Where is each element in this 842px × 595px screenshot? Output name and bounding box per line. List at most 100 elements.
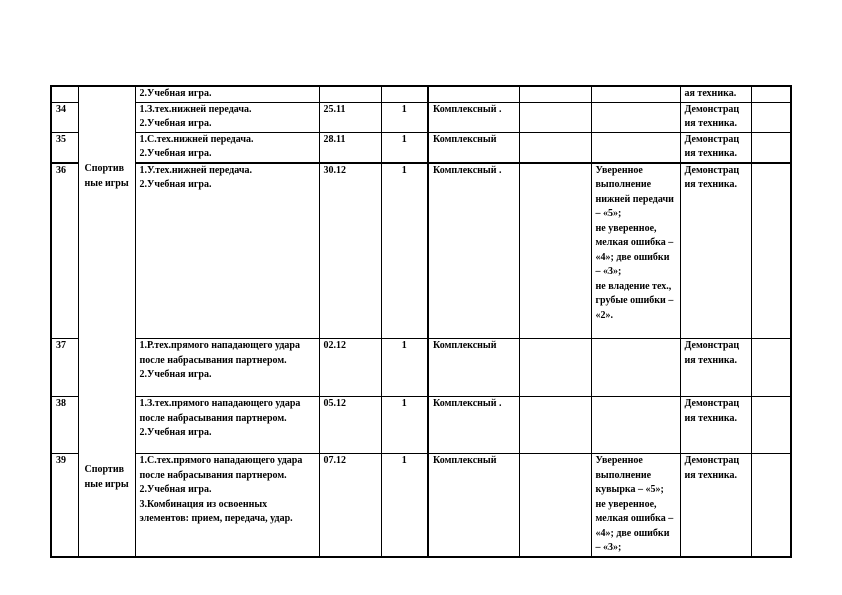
cell-content: 1.С.тех.нижней передача. 2.Учебная игра. <box>134 131 320 163</box>
cell-type: Комплексный . <box>427 161 520 339</box>
table-row: 37 1.Р.тех.прямого нападающего удара посл… <box>50 338 792 397</box>
cell-type: Комплексный . <box>427 101 520 133</box>
type-text: Комплексный . <box>433 164 502 176</box>
cell-date: 07.12 <box>318 453 382 557</box>
cell-criteria <box>590 131 681 163</box>
cell-content: 1.З.тех.нижней передача. 2.Учебная игра. <box>134 101 320 133</box>
criteria-text: Уверенное выполнение кувырка – «5»; не у… <box>595 455 674 553</box>
cell-date <box>318 85 382 103</box>
cell-num: 37 <box>50 338 79 397</box>
method-text: Демонстрац ия техника. <box>684 455 742 481</box>
cell-hours: 1 <box>380 453 429 557</box>
cell-date: 25.11 <box>318 101 382 133</box>
cell-method: Демонстрац ия техника. <box>679 453 752 557</box>
cell-extra <box>518 131 592 163</box>
cell-hours <box>380 85 429 103</box>
cell-type: Комплексный <box>427 453 520 557</box>
cell-num: 36 <box>50 161 79 339</box>
cell-extra <box>518 453 592 557</box>
criteria-text: Уверенное выполнение нижней передачи – «… <box>595 164 674 321</box>
cell-note <box>750 161 792 339</box>
cell-type: Комплексный . <box>427 396 520 454</box>
topic-cell: Спортив ные игры Спортив ные игры <box>77 85 136 557</box>
hours-text: 1 <box>401 133 407 145</box>
cell-criteria <box>590 338 681 397</box>
cell-criteria: Уверенное выполнение кувырка – «5»; не у… <box>590 453 681 557</box>
cell-note <box>750 131 792 163</box>
content-text: 1.З.тех.нижней передача. 2.Учебная игра. <box>139 103 252 130</box>
cell-type: Комплексный <box>427 338 520 397</box>
method-text: Демонстрац ия техника. <box>684 340 742 366</box>
method-text: Демонстрац ия техника. <box>684 164 742 191</box>
cell-criteria <box>590 85 681 103</box>
type-text: Комплексный <box>433 133 497 145</box>
topic-label: Спортив ные игры <box>84 464 129 490</box>
content-text: 2.Учебная игра. <box>139 88 212 99</box>
type-text: Комплексный <box>433 340 497 351</box>
cell-method: Демонстрац ия техника. <box>679 131 752 163</box>
cell-criteria <box>590 101 681 133</box>
cell-date: 28.11 <box>318 131 382 163</box>
cell-hours: 1 <box>380 396 429 454</box>
cell-content: 1.У.тех.нижней передача. 2.Учебная игра. <box>134 161 320 339</box>
type-text: Комплексный <box>433 455 497 466</box>
cell-extra <box>518 85 592 103</box>
topic-label: Спортив ные игры <box>84 163 129 189</box>
hours-text: 1 <box>401 103 407 115</box>
cell-method: Демонстрац ия техника. <box>679 396 752 454</box>
cell-hours: 1 <box>380 131 429 163</box>
table-row: 35 1.С.тех.нижней передача. 2.Учебная игр… <box>50 131 792 163</box>
cell-num <box>50 85 79 103</box>
method-text: Демонстрац ия техника. <box>684 398 742 424</box>
cell-num: 38 <box>50 396 79 454</box>
num-text: 39 <box>56 455 66 466</box>
cell-num: 34 <box>50 101 79 133</box>
num-text: 35 <box>56 133 66 145</box>
cell-date: 05.12 <box>318 396 382 454</box>
content-text: 1.С.тех.прямого нападающего удара после … <box>139 455 303 524</box>
content-text: 1.У.тех.нижней передача. 2.Учебная игра. <box>139 164 252 191</box>
date-text: 05.12 <box>323 398 347 409</box>
method-text: Демонстрац ия техника. <box>684 133 742 160</box>
cell-hours: 1 <box>380 338 429 397</box>
hours-text: 1 <box>401 340 407 351</box>
table-row: Спортив ные игры Спортив ные игры 2.Учебна… <box>50 85 792 557</box>
cell-hours: 1 <box>380 101 429 133</box>
table-row: 39 1.С.тех.прямого нападающего удара посл… <box>50 453 792 557</box>
date-text: 28.11 <box>323 133 346 145</box>
date-text: 25.11 <box>323 103 346 115</box>
content-text: 1.С.тех.нижней передача. 2.Учебная игра. <box>139 133 254 160</box>
date-text: 30.12 <box>323 164 347 176</box>
cell-date: 02.12 <box>318 338 382 397</box>
cell-method: ая техника. <box>679 85 752 103</box>
date-text: 07.12 <box>323 455 347 466</box>
content-text: 1.З.тех.прямого нападающего удара после … <box>139 398 301 438</box>
cell-criteria: Уверенное выполнение нижней передачи – «… <box>590 161 681 339</box>
cell-method: Демонстрац ия техника. <box>679 338 752 397</box>
cell-hours: 1 <box>380 161 429 339</box>
hours-text: 1 <box>401 455 407 466</box>
type-text: Комплексный . <box>433 103 502 115</box>
cell-note <box>750 85 792 103</box>
table-row: 34 1.З.тех.нижней передача. 2.Учебная игр… <box>50 101 792 133</box>
num-text: 37 <box>56 340 66 351</box>
cell-method: Демонстрац ия техника. <box>679 161 752 339</box>
hours-text: 1 <box>401 398 407 409</box>
cell-type <box>427 85 520 103</box>
hours-text: 1 <box>401 164 407 176</box>
cell-type: Комплексный <box>427 131 520 163</box>
table-row: 38 1.З.тех.прямого нападающего удара посл… <box>50 396 792 454</box>
method-text: Демонстрац ия техника. <box>684 103 742 130</box>
num-text: 34 <box>56 103 66 115</box>
cell-extra <box>518 161 592 339</box>
cell-content: 1.З.тех.прямого нападающего удара после … <box>134 396 320 454</box>
cell-criteria <box>590 396 681 454</box>
lesson-plan-table: Спортив ные игры Спортив ные игры 2.Учебна… <box>50 85 792 558</box>
cell-note <box>750 101 792 133</box>
cell-note <box>750 338 792 397</box>
cell-extra <box>518 101 592 133</box>
type-text: Комплексный . <box>433 398 502 409</box>
cell-extra <box>518 338 592 397</box>
cell-content: 1.Р.тех.прямого нападающего удара после … <box>134 338 320 397</box>
cell-note <box>750 396 792 454</box>
